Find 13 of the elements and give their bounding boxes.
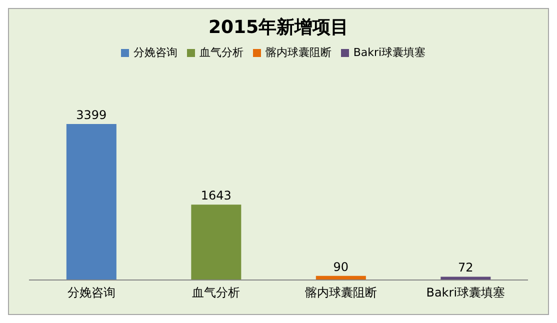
data-label: 3399 [76, 108, 107, 122]
x-tick-label: 分娩咨询 [67, 286, 116, 300]
data-label: 90 [333, 260, 349, 274]
legend-label: 髂内球囊阻断 [265, 46, 332, 59]
legend-label: 分娩咨询 [133, 46, 178, 59]
legend-label: 血气分析 [199, 46, 244, 59]
x-tick-label: 髂内球囊阻断 [304, 286, 377, 300]
chart-title: 2015年新增项目 [207, 16, 350, 39]
legend-label: Bakri球囊填塞 [353, 46, 426, 59]
data-label: 72 [458, 260, 474, 275]
x-tick-label: Bakri球囊填塞 [426, 286, 506, 300]
x-tick-label: 血气分析 [192, 286, 240, 300]
data-label: 1643 [200, 188, 232, 203]
